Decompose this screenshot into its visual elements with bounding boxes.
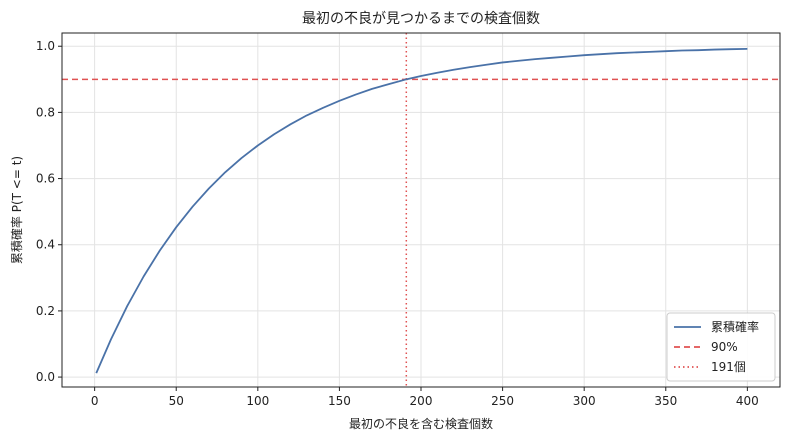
series-lines xyxy=(95,47,748,374)
x-tick-label: 50 xyxy=(169,394,184,408)
y-axis-label: 累積確率 P(T <= t) xyxy=(9,156,24,264)
reference-lines xyxy=(62,33,780,387)
legend: 累積確率 90% 191個 xyxy=(666,312,776,382)
legend-label: 累積確率 xyxy=(711,319,759,334)
y-tick-label: 1.0 xyxy=(36,39,55,53)
legend-box xyxy=(666,312,776,382)
y-tick-label: 0.2 xyxy=(36,304,55,318)
x-tick-label: 350 xyxy=(654,394,677,408)
chart-title: 最初の不良が見つかるまでの検査個数 xyxy=(302,10,540,27)
x-tick-label: 150 xyxy=(328,394,351,408)
y-tick-label: 0.0 xyxy=(36,370,55,384)
x-tick-label: 0 xyxy=(91,394,99,408)
y-tick-label: 0.8 xyxy=(36,105,55,119)
legend-label: 191個 xyxy=(711,360,746,374)
x-axis-ticks: 0 50 100 150 200 250 300 350 400 xyxy=(91,387,759,408)
x-tick-label: 250 xyxy=(491,394,514,408)
grid-lines xyxy=(62,33,780,387)
x-tick-label: 400 xyxy=(736,394,759,408)
x-tick-label: 200 xyxy=(410,394,433,408)
y-axis-ticks: 0.0 0.2 0.4 0.6 0.8 1.0 xyxy=(36,39,62,384)
legend-label: 90% xyxy=(711,340,738,354)
y-tick-label: 0.6 xyxy=(36,172,55,186)
x-tick-label: 300 xyxy=(573,394,596,408)
y-tick-label: 0.4 xyxy=(36,238,55,252)
x-tick-label: 100 xyxy=(246,394,269,408)
x-axis-label: 最初の不良を含む検査個数 xyxy=(349,416,493,431)
series-line-cumulative-probability xyxy=(95,47,748,374)
